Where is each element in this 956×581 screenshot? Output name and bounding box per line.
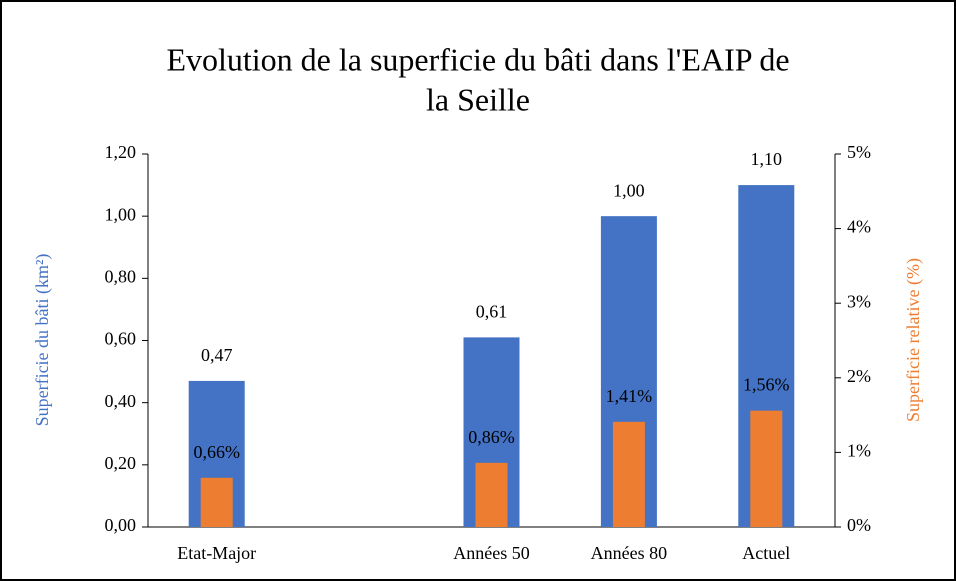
x-tick-label: Années 80 [591, 543, 667, 563]
y2-tick-label: 0% [847, 515, 871, 535]
x-tick-label: Actuel [742, 543, 790, 563]
data-label: 1,41% [606, 386, 653, 406]
data-label: 1,10 [751, 149, 783, 169]
data-label: 1,00 [613, 180, 645, 200]
data-label: 0,86% [468, 427, 515, 447]
data-label: 1,56% [743, 375, 790, 395]
chart-title: Evolution de la superficie du bâti dans … [166, 41, 789, 77]
bar [612, 421, 645, 527]
y2-axis-label: Superficie relative (%) [903, 258, 924, 422]
bar [200, 477, 233, 527]
y-tick-label: 0,20 [105, 453, 137, 473]
y-tick-label: 0,60 [105, 329, 137, 349]
data-label: 0,47 [201, 345, 233, 365]
y-tick-label: 0,80 [105, 266, 137, 286]
y-tick-label: 1,20 [105, 142, 137, 162]
bar [750, 410, 783, 527]
y-tick-label: 0,40 [105, 391, 137, 411]
y2-tick-label: 5% [847, 142, 871, 162]
y-tick-label: 0,00 [105, 515, 137, 535]
y-axis-label: Superficie du bâti (km²) [32, 254, 53, 427]
chart-title: la Seille [426, 81, 530, 117]
y2-tick-label: 2% [847, 366, 871, 386]
x-tick-label: Etat-Major [177, 543, 256, 563]
y2-tick-label: 1% [847, 441, 871, 461]
bar [475, 462, 508, 527]
data-label: 0,66% [193, 442, 240, 462]
data-label: 0,61 [476, 302, 508, 322]
x-tick-label: Années 50 [453, 543, 529, 563]
y2-tick-label: 4% [847, 217, 871, 237]
y2-tick-label: 3% [847, 291, 871, 311]
y-tick-label: 1,00 [105, 204, 137, 224]
